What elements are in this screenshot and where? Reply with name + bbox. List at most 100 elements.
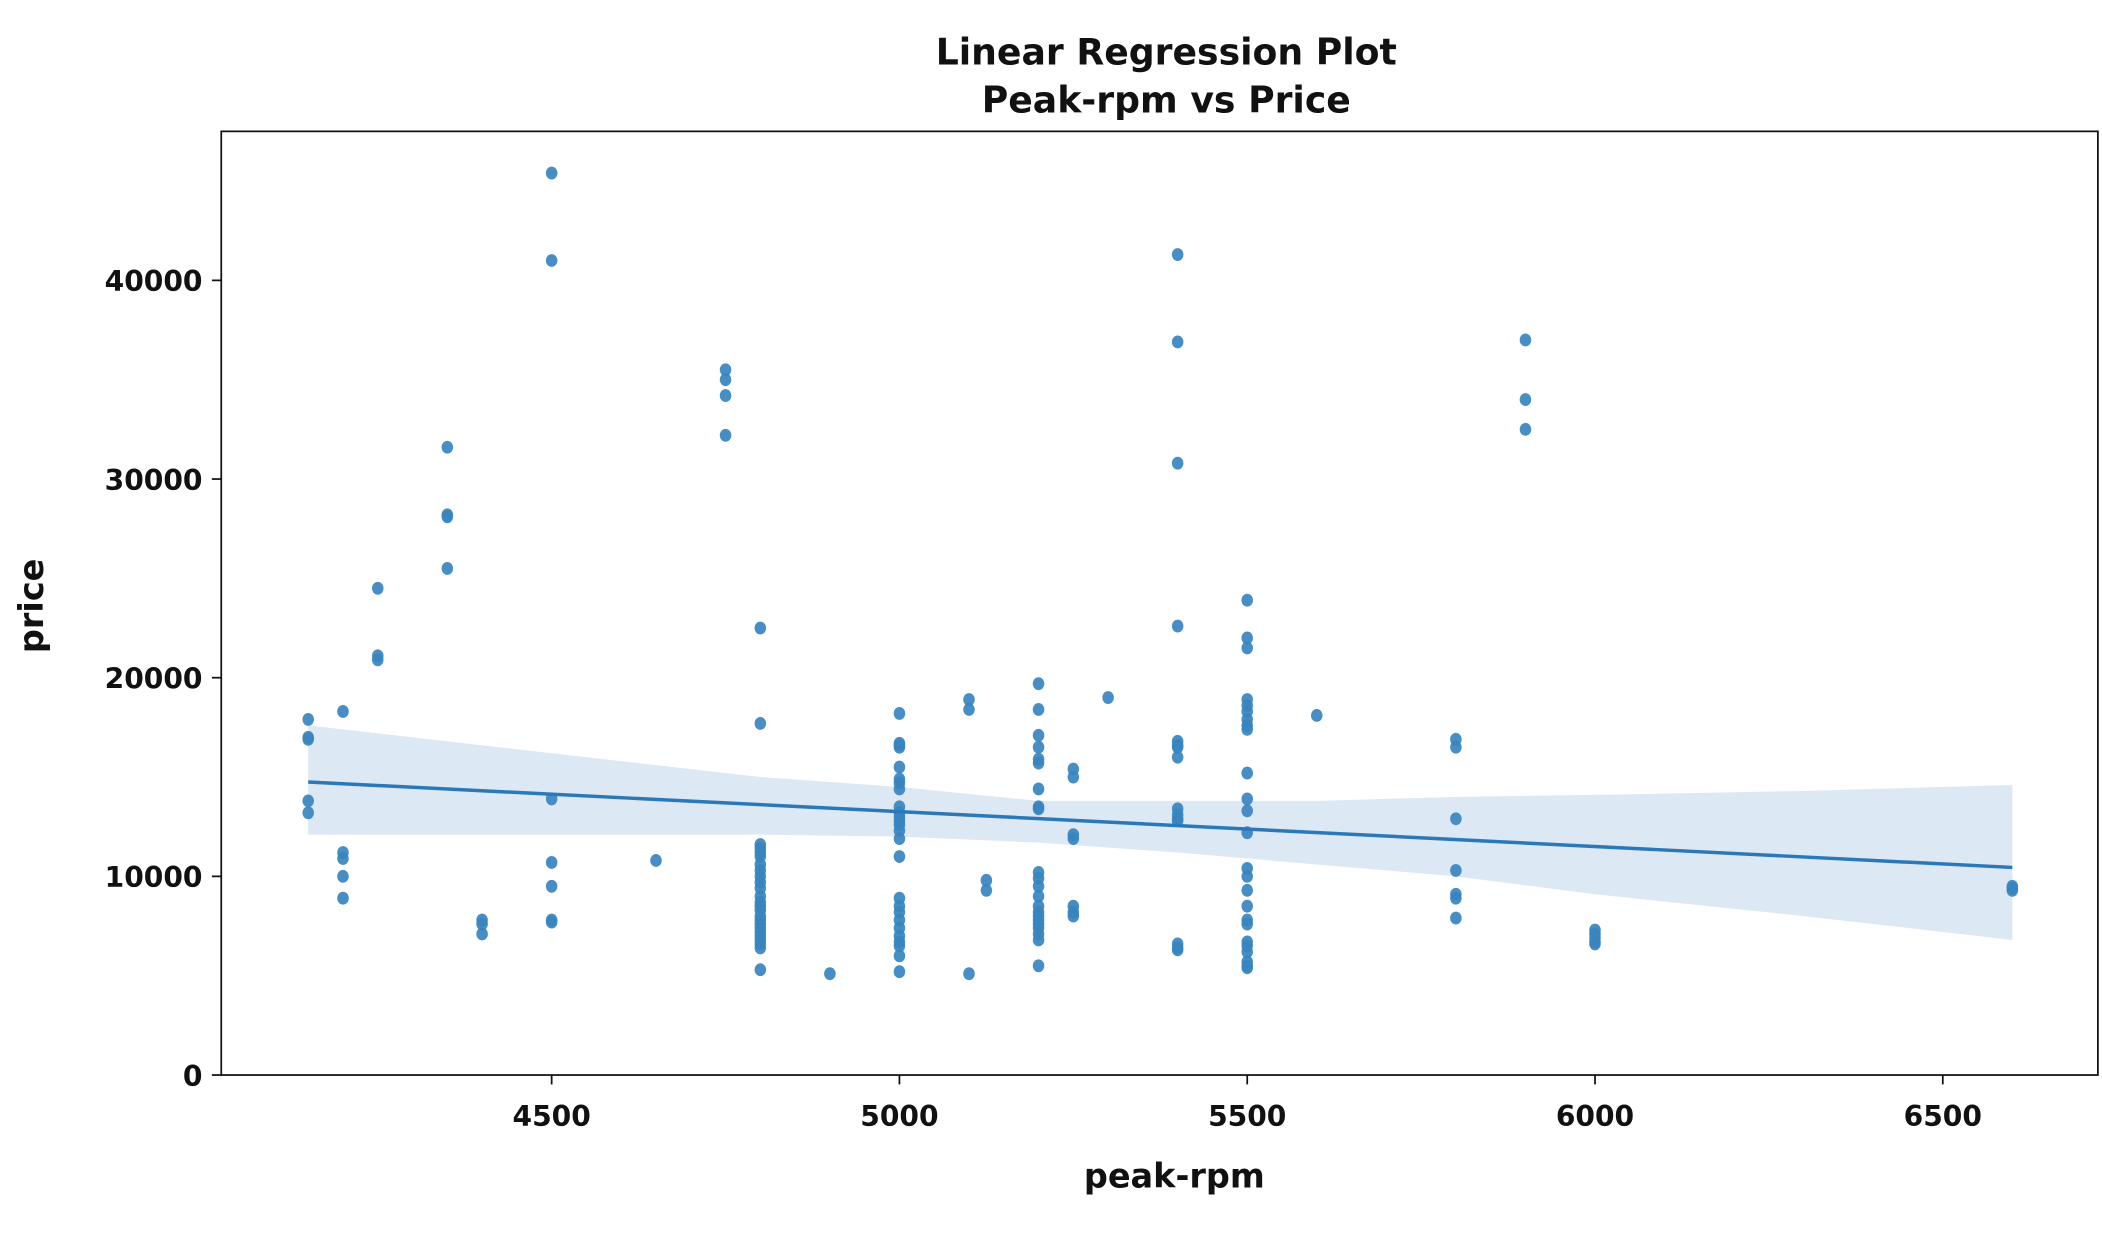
y-tick-label: 20000 <box>105 662 203 695</box>
data-point <box>1241 899 1253 913</box>
x-tick-label: 6000 <box>1556 1100 1634 1133</box>
data-point <box>302 732 314 746</box>
data-point <box>754 621 767 635</box>
data-point <box>441 562 454 575</box>
data-point <box>1171 335 1184 349</box>
data-point <box>1241 631 1253 645</box>
data-point <box>1241 593 1253 607</box>
data-point <box>1450 863 1462 877</box>
data-point <box>545 166 558 180</box>
data-point <box>754 716 767 730</box>
data-point <box>980 883 993 897</box>
data-point <box>302 794 314 808</box>
data-point <box>1032 703 1045 716</box>
x-tick-label: 5500 <box>1208 1100 1286 1133</box>
data-point <box>1032 677 1045 691</box>
data-point <box>1241 766 1253 780</box>
data-point <box>1032 802 1045 816</box>
data-point <box>476 917 488 931</box>
x-tick-label: 5000 <box>860 1100 938 1133</box>
data-point <box>1589 937 1601 951</box>
data-point <box>1241 917 1253 931</box>
data-point <box>1032 740 1045 754</box>
data-point <box>372 653 384 667</box>
data-point <box>337 891 349 905</box>
data-point <box>1450 740 1462 754</box>
data-point <box>1311 709 1323 722</box>
data-point <box>1241 804 1253 818</box>
data-point <box>1032 889 1045 903</box>
data-point <box>1171 740 1184 754</box>
data-point <box>1241 945 1253 959</box>
data-point <box>441 510 454 524</box>
y-tick-label: 40000 <box>105 265 203 298</box>
confidence-band-layer <box>308 725 2013 940</box>
data-point <box>337 705 349 718</box>
data-point <box>1032 933 1045 947</box>
data-point <box>1171 943 1184 957</box>
confidence-band <box>308 725 2013 940</box>
data-point <box>476 927 488 941</box>
x-axis-label: peak-rpm <box>1084 1157 1265 1196</box>
y-tick-label: 10000 <box>105 861 203 894</box>
data-point <box>1519 393 1532 407</box>
data-point <box>545 856 558 869</box>
data-point <box>302 712 314 726</box>
data-point <box>980 873 993 887</box>
data-point <box>1241 722 1253 736</box>
regression-line-layer <box>308 780 2013 870</box>
data-point <box>337 869 349 883</box>
chart-subtitle: Peak-rpm vs Price <box>982 79 1351 122</box>
data-point <box>1241 792 1253 806</box>
data-point <box>1241 883 1253 897</box>
data-point <box>1032 782 1045 796</box>
data-point <box>2006 883 2019 897</box>
data-point <box>337 852 349 865</box>
data-point <box>545 915 558 929</box>
y-axis-label: price <box>12 559 51 654</box>
x-axis-ticks: 4500 5000 5500 6000 6500 <box>513 1075 1982 1133</box>
data-point <box>1519 333 1532 347</box>
data-point <box>754 963 767 977</box>
data-point <box>1032 959 1045 973</box>
data-point <box>1067 832 1080 846</box>
data-point <box>1450 911 1462 925</box>
data-point <box>1519 422 1532 436</box>
data-point <box>1450 812 1462 826</box>
data-point <box>1032 879 1045 893</box>
data-point <box>1171 750 1184 764</box>
data-point <box>1032 728 1045 742</box>
regression-line <box>308 780 2013 870</box>
data-point <box>1171 456 1184 470</box>
x-tick-label: 6500 <box>1904 1100 1982 1133</box>
data-point <box>441 440 454 454</box>
plot-frame <box>220 130 2099 1076</box>
y-tick-label: 0 <box>183 1060 203 1093</box>
data-point <box>963 967 975 981</box>
data-point <box>719 363 732 377</box>
data-point <box>719 428 732 442</box>
data-point <box>963 693 975 706</box>
data-point <box>1171 248 1184 261</box>
data-point <box>893 949 906 963</box>
data-point <box>1067 909 1080 923</box>
data-point <box>719 389 732 403</box>
data-point <box>893 707 906 720</box>
scatter-points <box>302 166 2019 981</box>
data-point <box>893 850 906 863</box>
data-point <box>963 703 975 716</box>
data-point <box>1241 869 1253 883</box>
data-point <box>893 832 906 846</box>
data-point <box>545 879 558 893</box>
data-point <box>893 965 906 979</box>
data-point <box>1032 756 1045 770</box>
data-point <box>1241 641 1253 655</box>
data-point <box>893 782 906 796</box>
data-point <box>545 254 558 267</box>
data-point <box>302 806 314 820</box>
data-point <box>719 373 732 387</box>
data-point <box>754 941 767 955</box>
data-point <box>372 581 384 595</box>
data-point <box>1241 961 1253 975</box>
